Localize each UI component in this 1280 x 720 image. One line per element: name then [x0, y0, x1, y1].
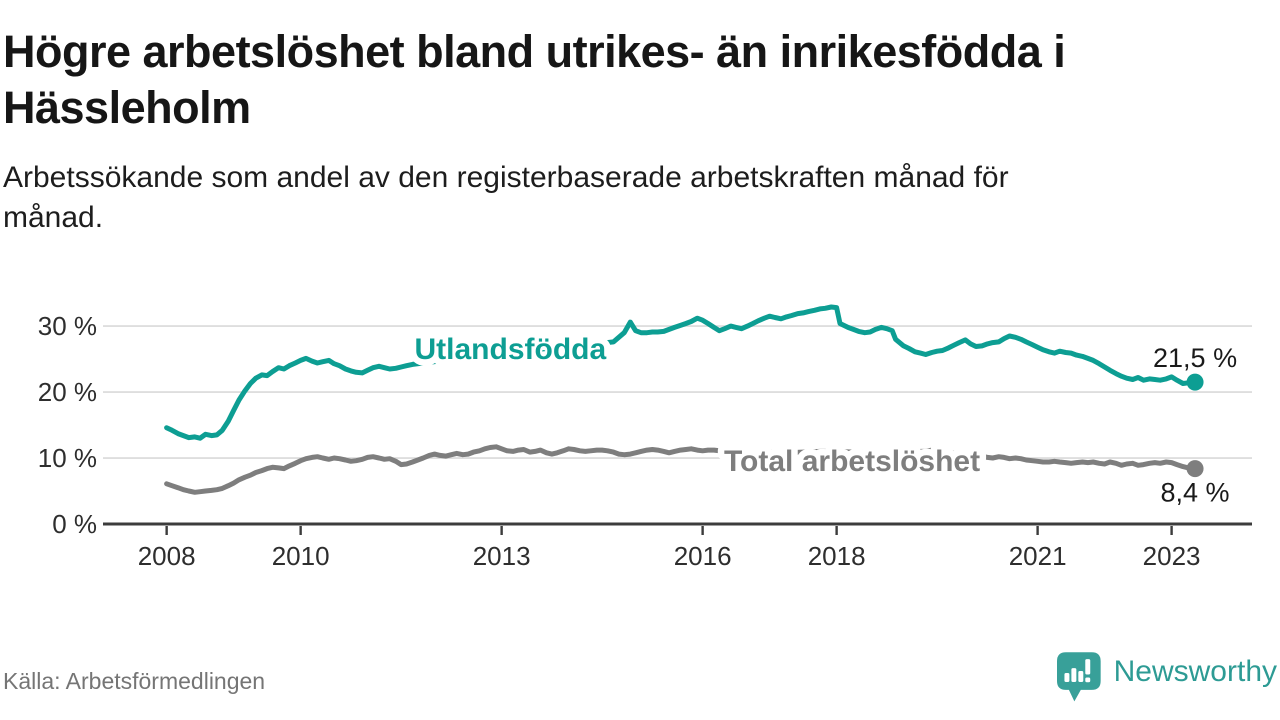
logo-exclamation-dot: [1085, 677, 1091, 683]
logo-bar-1: [1064, 673, 1070, 682]
newsworthy-logo-text: Newsworthy: [1113, 655, 1277, 688]
newsworthy-logo-icon: [1057, 652, 1101, 702]
y-axis-label-30: 30 %: [38, 311, 97, 341]
y-axis-label-0: 0 %: [52, 509, 97, 539]
series-label-0: Utlandsfödda: [415, 333, 607, 366]
x-axis-label-2021: 2021: [1009, 541, 1067, 571]
page-title: Högre arbetslöshet bland utrikes- än inr…: [3, 24, 1253, 136]
x-axis-label-2010: 2010: [272, 541, 330, 571]
series-end-value-1: 8,4 %: [1161, 478, 1230, 508]
logo-bar-3: [1078, 671, 1084, 682]
y-axis-label-10: 10 %: [38, 443, 97, 473]
series-end-dot-0: [1186, 373, 1204, 391]
series-line-1: [164, 444, 1198, 495]
logo-bar-2: [1071, 668, 1077, 682]
page-title-line-1: Högre arbetslöshet bland utrikes- än inr…: [3, 26, 1066, 77]
series-end-value-0: 21,5 %: [1153, 343, 1237, 373]
x-axis-label-2013: 2013: [473, 541, 531, 571]
page-subtitle: Arbetssökande som andel av den registerb…: [3, 158, 1253, 238]
y-axis-label-20: 20 %: [38, 377, 97, 407]
source-note: Källa: Arbetsförmedlingen: [3, 668, 266, 694]
page-subtitle-line-1: Arbetssökande som andel av den registerb…: [3, 161, 1009, 194]
logo-exclamation-bar: [1085, 659, 1091, 675]
x-axis-label-2018: 2018: [808, 541, 866, 571]
x-axis-label-2008: 2008: [138, 541, 196, 571]
page-title-line-2: Hässleholm: [3, 82, 251, 133]
series-line-0: [164, 304, 1198, 441]
x-axis-label-2023: 2023: [1143, 541, 1201, 571]
series-label-1: Total arbetslöshet: [724, 445, 980, 478]
series-end-dot-1: [1186, 460, 1204, 478]
page-subtitle-line-2: månad.: [3, 201, 104, 234]
newsworthy-logo: Newsworthy: [1057, 652, 1277, 708]
x-axis-label-2016: 2016: [674, 541, 732, 571]
